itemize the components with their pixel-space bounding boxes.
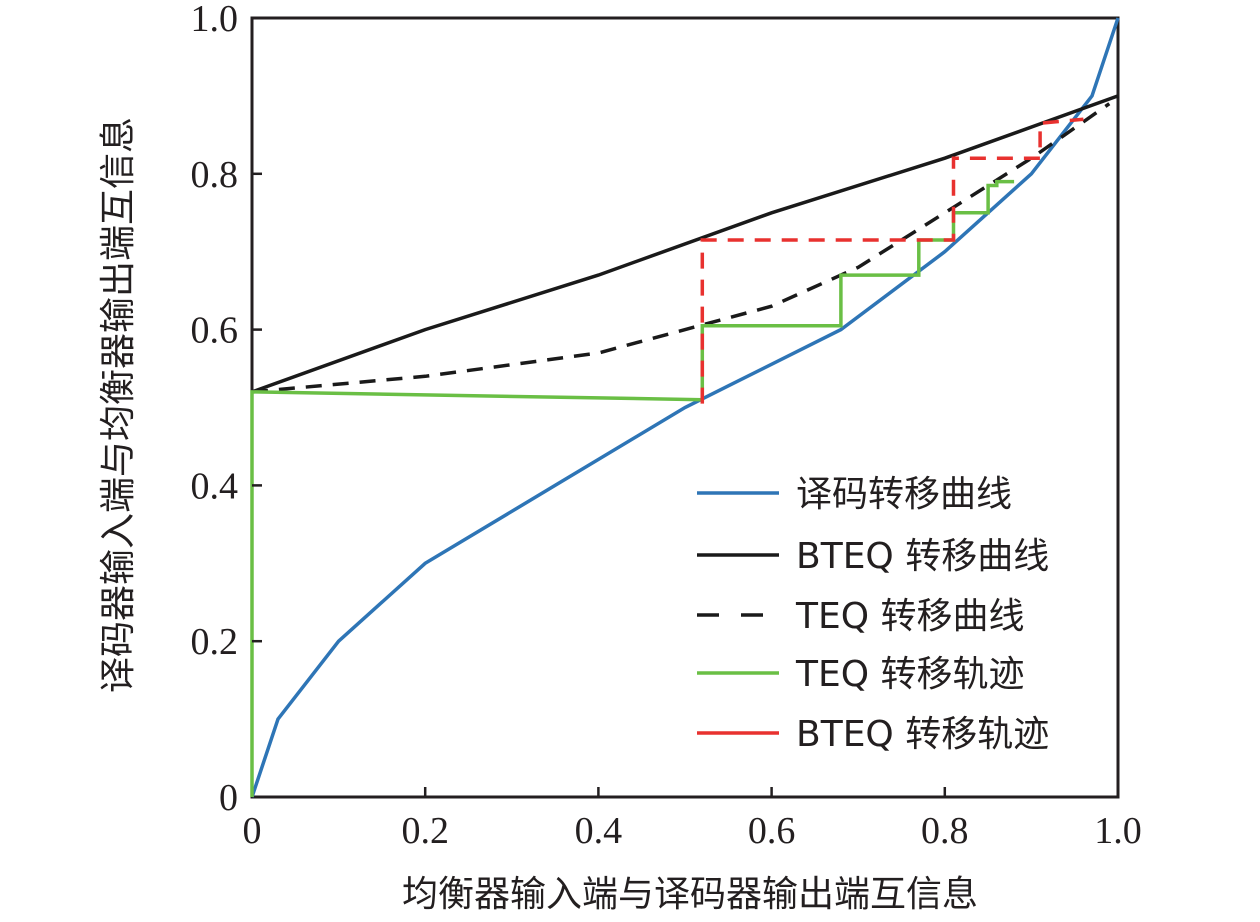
x-tick-label: 0 xyxy=(243,810,262,852)
y-tick-label: 1.0 xyxy=(191,0,239,40)
x-tick-label: 0.8 xyxy=(921,810,969,852)
series-layer xyxy=(250,17,1120,798)
series-line-0 xyxy=(250,17,1120,798)
series-line-1 xyxy=(251,94,1119,394)
y-axis-label: 译码器输入端与均衡器输出端互信息 xyxy=(98,117,139,693)
legend-label-0: 译码转移曲线 xyxy=(796,474,1012,515)
y-tick-label: 0 xyxy=(219,777,238,819)
y-tick-label: 0.6 xyxy=(191,310,239,352)
legend-label-4: BTEQ 转移轨迹 xyxy=(796,714,1049,755)
x-tick-label: 0.4 xyxy=(575,810,623,852)
legend-label-1: BTEQ 转移曲线 xyxy=(796,536,1049,577)
x-tick-label: 0.2 xyxy=(401,810,449,852)
x-tick-label: 0.6 xyxy=(748,810,796,852)
x-axis-label: 均衡器输入端与译码器输出端互信息 xyxy=(402,874,978,915)
x-tick-label: 1.0 xyxy=(1094,810,1142,852)
legend-label-2: TEQ 转移曲线 xyxy=(795,596,1025,637)
series-line-4 xyxy=(700,117,1084,404)
y-tick-label: 0.8 xyxy=(191,154,239,196)
legend: 译码转移曲线 BTEQ 转移曲线 TEQ 转移曲线 TEQ 转移轨迹 BTEQ 转移轨迹 xyxy=(697,474,1049,755)
y-tick-label: 0.2 xyxy=(191,621,239,663)
y-tick-label: 0.4 xyxy=(191,465,239,507)
series-line-2 xyxy=(251,102,1111,394)
axes-layer: 00 0.2 0.2 0.4 0.4 0.6 0.6 0.8 0.8 1.0 1.0 xyxy=(191,0,1142,852)
legend-label-3: TEQ 转移轨迹 xyxy=(795,654,1025,695)
